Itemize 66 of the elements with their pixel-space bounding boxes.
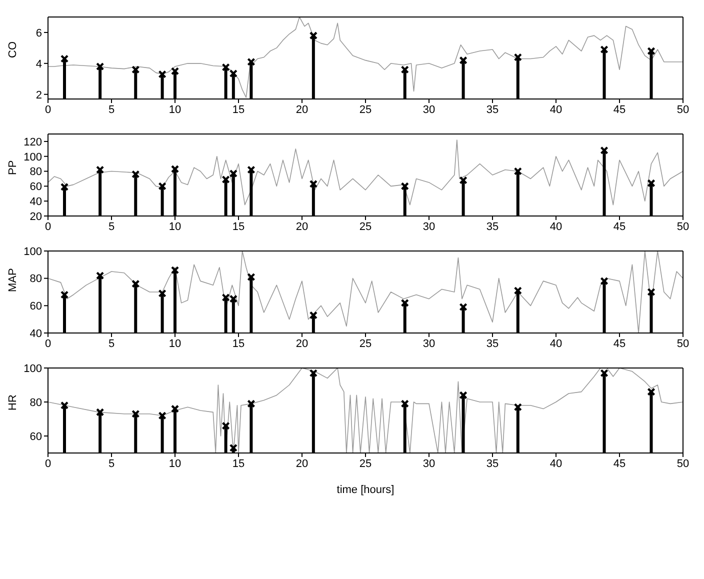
x-tick-label: 0 — [44, 458, 52, 470]
x-tick-label: 20 — [296, 338, 308, 350]
x-tick-label: 35 — [486, 338, 499, 350]
x-tick-label: 45 — [613, 220, 626, 233]
y-axis-title: PP — [6, 160, 19, 175]
x-tick-label: 0 — [44, 104, 52, 116]
x-tick-label: 35 — [486, 458, 499, 470]
y-tick-label: 60 — [30, 181, 42, 194]
x-tick-label: 30 — [422, 458, 436, 470]
x-tick-label: 45 — [613, 104, 626, 116]
x-tick-label: 5 — [108, 220, 115, 233]
x-tick-label: 30 — [422, 338, 436, 350]
y-tick-label: 100 — [24, 246, 42, 258]
y-tick-label: 80 — [30, 273, 42, 286]
x-tick-label: 25 — [359, 104, 372, 116]
x-tick-label: 25 — [359, 220, 372, 233]
y-tick-label: 4 — [36, 58, 42, 70]
x-tick-label: 40 — [550, 338, 562, 350]
x-tick-label: 50 — [676, 458, 690, 470]
y-tick-label: 80 — [30, 396, 42, 409]
y-tick-label: 6 — [36, 27, 42, 40]
x-axis-title: time [hours] — [336, 484, 394, 496]
y-tick-label: 80 — [30, 166, 42, 178]
x-tick-label: 30 — [422, 104, 436, 116]
x-tick-label: 50 — [676, 220, 690, 233]
y-tick-label: 60 — [30, 430, 42, 443]
x-tick-label: 10 — [168, 104, 182, 116]
x-tick-label: 45 — [613, 338, 626, 350]
x-tick-label: 35 — [486, 220, 499, 233]
x-tick-label: 15 — [232, 220, 245, 233]
x-tick-label: 0 — [44, 338, 52, 350]
x-tick-label: 10 — [168, 220, 182, 233]
y-tick-label: 40 — [30, 328, 42, 340]
line-series — [48, 140, 683, 206]
y-axis-title: CO — [6, 41, 19, 58]
y-tick-label: 120 — [24, 136, 42, 148]
x-tick-label: 45 — [613, 458, 626, 470]
y-axis-title: MAP — [6, 268, 19, 292]
x-tick-label: 40 — [550, 220, 562, 233]
x-tick-label: 25 — [359, 338, 372, 350]
y-tick-label: 100 — [24, 151, 42, 164]
x-tick-label: 35 — [486, 104, 499, 116]
x-tick-label: 10 — [168, 338, 182, 350]
x-tick-label: 15 — [232, 458, 245, 470]
y-axis-title: HR — [6, 394, 19, 410]
x-tick-label: 50 — [676, 338, 690, 350]
y-tick-label: 2 — [36, 89, 42, 102]
y-tick-label: 100 — [24, 362, 42, 375]
x-tick-label: 40 — [550, 458, 562, 470]
x-tick-label: 25 — [359, 458, 372, 470]
x-tick-label: 20 — [296, 104, 308, 116]
x-tick-label: 20 — [296, 220, 308, 233]
x-tick-label: 5 — [108, 338, 115, 350]
x-tick-label: 10 — [168, 458, 182, 470]
y-tick-label: 20 — [30, 210, 42, 223]
y-tick-label: 40 — [30, 196, 42, 208]
y-tick-label: 60 — [30, 300, 42, 313]
x-tick-label: 40 — [550, 104, 562, 116]
x-tick-label: 15 — [232, 338, 245, 350]
x-tick-label: 20 — [296, 458, 308, 470]
x-tick-label: 30 — [422, 220, 436, 233]
x-tick-label: 0 — [44, 220, 52, 233]
x-tick-label: 5 — [108, 458, 115, 470]
x-tick-label: 15 — [232, 104, 245, 116]
x-tick-label: 5 — [108, 104, 115, 116]
x-tick-label: 50 — [676, 104, 690, 116]
